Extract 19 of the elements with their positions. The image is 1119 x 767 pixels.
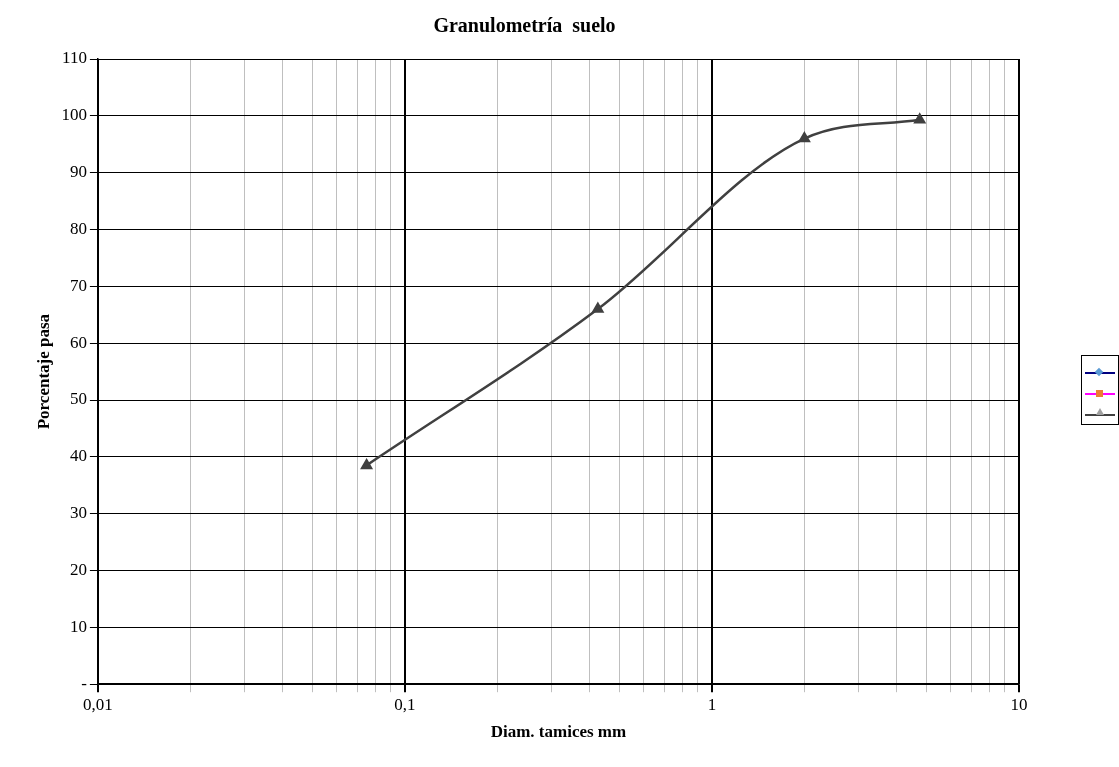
y-tick-label: 10 (69, 616, 87, 636)
x-tick-label: 1 (707, 694, 717, 714)
y-tick-label: 30 (69, 503, 87, 523)
y-tick-label: 100 (61, 105, 87, 125)
x-tick-label: 10 (1010, 694, 1028, 714)
y-tick-label: 70 (69, 275, 87, 295)
x-tick-label: 0,1 (394, 694, 416, 714)
y-tick-label: 50 (69, 389, 87, 409)
y-tick-label: 60 (69, 332, 87, 352)
y-tick-label: 90 (69, 162, 87, 182)
x-tick-label: 0,01 (83, 694, 113, 714)
y-tick-label: 20 (69, 560, 87, 579)
y-tick-label: 110 (62, 48, 87, 68)
y-tick-label: 80 (69, 218, 87, 238)
y-axis-title: Porcentaje pasa (33, 313, 53, 430)
chart-title: Granulometría suelo (433, 14, 616, 37)
y-tick-label: - (81, 673, 88, 693)
x-axis-title: Diam. tamices mm (490, 722, 627, 742)
y-tick-label: 40 (69, 446, 87, 466)
